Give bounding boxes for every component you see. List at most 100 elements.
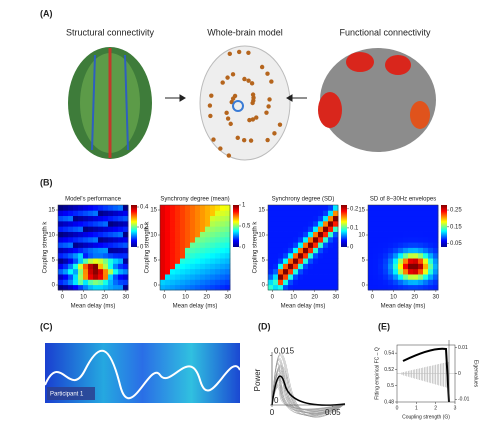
node bbox=[236, 49, 242, 55]
heat-cell bbox=[118, 274, 124, 280]
heat-cell bbox=[393, 247, 399, 254]
heat-cell bbox=[225, 247, 231, 254]
heat-cell bbox=[303, 279, 309, 286]
heat-cell bbox=[318, 205, 324, 211]
heat-cell bbox=[323, 263, 329, 270]
heat-cell bbox=[288, 231, 294, 238]
x-tick-label: 20 bbox=[101, 295, 108, 301]
heat-cell bbox=[313, 274, 319, 280]
heat-cell bbox=[403, 231, 409, 238]
heat-cell bbox=[170, 268, 176, 275]
y-tick-label: 15 bbox=[258, 208, 265, 214]
structural-brain bbox=[68, 47, 152, 159]
heat-cell bbox=[215, 279, 221, 286]
heat-cell bbox=[278, 268, 284, 275]
heat-cell bbox=[210, 215, 216, 222]
heat-cell bbox=[73, 268, 79, 275]
heat-cell bbox=[190, 242, 196, 248]
heat-cell bbox=[123, 236, 129, 243]
heat-cell bbox=[88, 279, 94, 286]
heat-cell bbox=[88, 205, 94, 211]
heat-cell bbox=[333, 274, 339, 280]
heat-cell bbox=[108, 220, 114, 227]
heat-cell bbox=[383, 252, 389, 259]
heat-cell bbox=[293, 236, 299, 243]
heat-cell bbox=[93, 215, 99, 222]
heat-cell bbox=[175, 268, 181, 275]
heat-cell bbox=[368, 210, 374, 217]
heat-cell bbox=[318, 226, 324, 232]
heat-cell bbox=[220, 279, 226, 286]
heat-cell bbox=[78, 215, 84, 222]
heat-cell bbox=[118, 226, 124, 232]
heat-cell bbox=[293, 205, 299, 211]
heat-cell bbox=[313, 284, 319, 291]
heat-cell bbox=[428, 220, 434, 227]
heat-cell bbox=[160, 215, 166, 222]
heat-cell bbox=[58, 226, 64, 232]
heat-cell bbox=[278, 279, 284, 286]
heat-cell bbox=[123, 268, 129, 275]
heat-cell bbox=[123, 226, 129, 232]
heat-cell bbox=[418, 226, 424, 232]
heat-cell bbox=[73, 231, 79, 238]
heat-cell bbox=[423, 236, 429, 243]
heat-cell bbox=[388, 263, 394, 270]
heat-cell bbox=[225, 279, 231, 286]
x-axis-label: Mean delay (ms) bbox=[381, 304, 426, 310]
heat-cell bbox=[185, 279, 191, 286]
heat-cell bbox=[185, 220, 191, 227]
heat-cell bbox=[378, 263, 384, 270]
heat-cell bbox=[273, 210, 279, 217]
heat-cell bbox=[388, 268, 394, 275]
heat-cell bbox=[298, 274, 304, 280]
heat-cell bbox=[165, 210, 171, 217]
heat-cell bbox=[278, 210, 284, 217]
heat-cell bbox=[388, 258, 394, 264]
heat-cell bbox=[418, 231, 424, 238]
y-tick-label: 5 bbox=[154, 258, 158, 264]
heat-cell bbox=[225, 252, 231, 259]
heat-cell bbox=[108, 279, 114, 286]
heat-cell bbox=[73, 284, 79, 291]
node bbox=[211, 137, 216, 142]
heat-cell bbox=[205, 205, 211, 211]
node bbox=[224, 110, 229, 116]
heat-cell bbox=[408, 242, 414, 248]
heat-cell bbox=[273, 252, 279, 259]
node bbox=[264, 110, 269, 115]
heat-cell bbox=[78, 226, 84, 232]
heat-cell bbox=[403, 247, 409, 254]
heat-cell bbox=[108, 210, 114, 217]
heat-cell bbox=[225, 258, 231, 264]
x-tick-label: 0 bbox=[371, 295, 375, 301]
heat-cell bbox=[123, 215, 129, 222]
heat-cell bbox=[273, 236, 279, 243]
heat-cell bbox=[205, 268, 211, 275]
heat-cell bbox=[210, 268, 216, 275]
heat-cell bbox=[313, 242, 319, 248]
node bbox=[220, 80, 225, 85]
heat-cell bbox=[103, 236, 109, 243]
heat-cell bbox=[313, 210, 319, 217]
heat-cell bbox=[273, 284, 279, 291]
heat-cell bbox=[268, 284, 274, 291]
node bbox=[246, 78, 251, 83]
heat-cell bbox=[408, 268, 414, 275]
heat-cell bbox=[160, 205, 166, 211]
heat-cell bbox=[408, 231, 414, 238]
heat-cell bbox=[378, 284, 384, 291]
heat-cell bbox=[180, 284, 186, 291]
heat-cell bbox=[283, 205, 289, 211]
heat-cell bbox=[378, 220, 384, 227]
x-tick-label: 20 bbox=[203, 295, 210, 301]
heat-cell bbox=[298, 252, 304, 259]
heat-cell bbox=[123, 242, 129, 248]
node bbox=[246, 50, 251, 55]
heat-cell bbox=[368, 268, 374, 275]
heat-cell bbox=[215, 205, 221, 211]
heat-cell bbox=[398, 226, 404, 232]
heat-cell bbox=[180, 231, 186, 238]
heat-cell bbox=[83, 252, 89, 259]
panel-label: (E) bbox=[378, 321, 390, 331]
